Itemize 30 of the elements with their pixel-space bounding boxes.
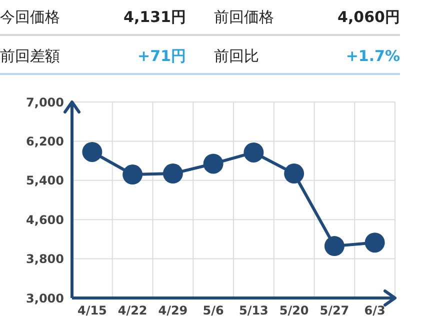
y-tick-label: 7,000 (26, 95, 64, 110)
x-tick-label: 4/22 (118, 304, 148, 318)
text: 前回比 (214, 46, 259, 64)
x-tick-label: 4/15 (77, 304, 107, 318)
point (122, 164, 143, 185)
x-tick-label: 5/27 (320, 304, 350, 318)
point (284, 164, 304, 184)
y-tick-label: 3,000 (26, 291, 64, 306)
point (203, 154, 224, 174)
point (364, 232, 385, 253)
y-tick-label: 6,200 (26, 134, 64, 148)
text: 前回差額 (0, 46, 60, 64)
x-tick-label: 4/29 (158, 304, 188, 318)
text: 今回価格 (0, 8, 60, 26)
point (244, 142, 264, 162)
x-tick-label: 5/20 (279, 304, 309, 318)
text: +1.7% (346, 47, 400, 65)
text: 4,131円 (124, 8, 186, 26)
y-tick-label: 4,600 (26, 212, 64, 227)
y-tick-label: 5,400 (26, 174, 64, 188)
text: +71円 (138, 46, 186, 64)
text: 4,060円 (338, 8, 400, 26)
x-tick-label: 5/6 (202, 304, 224, 318)
point (162, 164, 183, 184)
point (324, 236, 344, 256)
x-tick-label: 6/3 (364, 304, 386, 318)
y-tick-label: 3,800 (26, 252, 64, 266)
text: 前回価格 (214, 8, 274, 26)
x-tick-label: 5/13 (238, 304, 268, 318)
point (82, 142, 102, 162)
